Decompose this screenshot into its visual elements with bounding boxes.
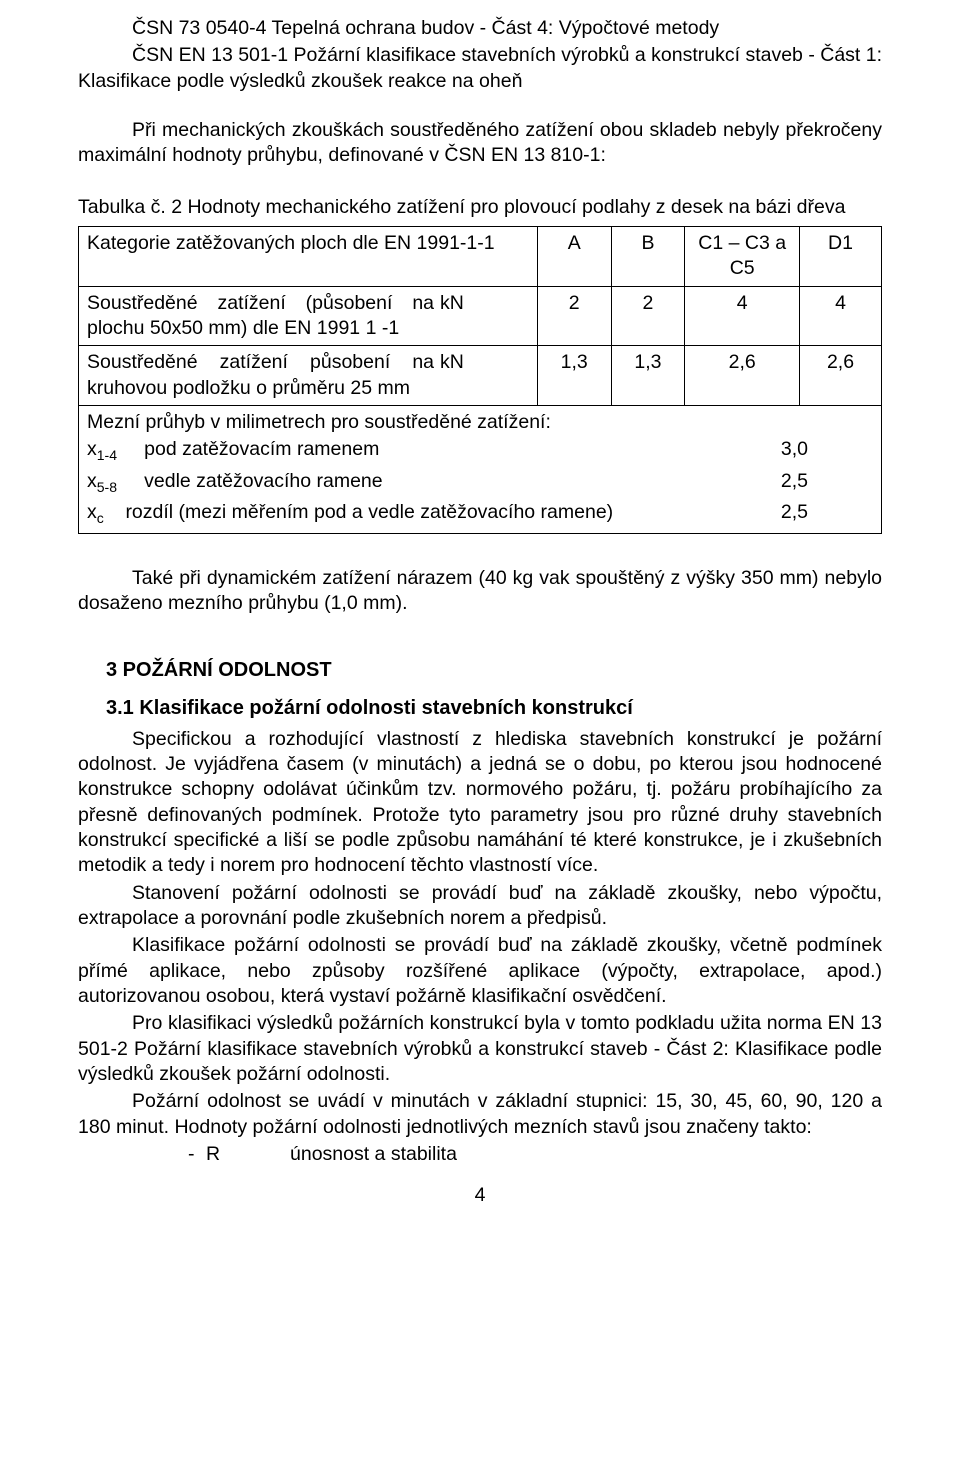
section-3-title: 3 POŽÁRNÍ ODOLNOST: [106, 657, 882, 683]
merged-cell: Mezní průhyb v milimetrech pro soustředě…: [79, 406, 882, 534]
row3-unit: kN: [440, 350, 529, 375]
merged-x58: x5-8 vedle zatěžovacího ramene 2,5: [87, 467, 873, 498]
sec3-p3: Klasifikace požární odolnosti se provádí…: [78, 933, 882, 1009]
x58-sub: 5-8: [97, 479, 117, 495]
table-merged-row: Mezní průhyb v milimetrech pro soustředě…: [79, 406, 882, 534]
row2-b: 2: [611, 286, 685, 346]
merged-x14: x1-4 pod zatěžovacím ramenem 3,0: [87, 435, 873, 466]
sec3-p4: Pro klasifikaci výsledků požárních konst…: [78, 1011, 882, 1087]
row3-label: Soustředěné zatížení působení na kruhovo…: [87, 350, 440, 401]
row3-label-cell: Soustředěné zatížení působení na kruhovo…: [79, 346, 538, 406]
row2-a: 2: [537, 286, 611, 346]
loads-table: Kategorie zatěžovaných ploch dle EN 1991…: [78, 226, 882, 534]
list-text: únosnost a stabilita: [290, 1143, 457, 1165]
xc-value: 2,5: [716, 500, 873, 527]
merged-xc: xc rozdíl (mezi měřením pod a vedle zatě…: [87, 498, 873, 529]
paragraph-after-table: Také při dynamickém zatížení nárazem (40…: [78, 566, 882, 617]
x58-value: 2,5: [716, 469, 873, 496]
table-row: Soustředěné zatížení (působení na plochu…: [79, 286, 882, 346]
table-caption: Tabulka č. 2 Hodnoty mechanického zatíže…: [78, 195, 882, 220]
section-3-1-title: 3.1 Klasifikace požární odolnosti staveb…: [106, 695, 882, 721]
row3-d: 2,6: [800, 346, 882, 406]
sec3-p2: Stanovení požární odolnosti se provádí b…: [78, 881, 882, 932]
row2-label-cell: Soustředěné zatížení (působení na plochu…: [79, 286, 538, 346]
x58-prefix: x: [87, 470, 97, 492]
header-col-c: C1 – C3 a C5: [685, 227, 800, 287]
row2-label: Soustředěné zatížení (působení na plochu…: [87, 291, 440, 342]
sec3-p5: Požární odolnost se uvádí v minutách v z…: [78, 1089, 882, 1140]
xc-label: rozdíl (mezi měřením pod a vedle zatěžov…: [125, 501, 613, 523]
xc-sub: c: [97, 510, 104, 526]
x14-label: pod zatěžovacím ramenem: [144, 438, 379, 460]
row3-c: 2,6: [685, 346, 800, 406]
reference-line-1: ČSN 73 0540-4 Tepelná ochrana budov - Čá…: [78, 16, 882, 41]
row3-b: 1,3: [611, 346, 685, 406]
x14-prefix: x: [87, 438, 97, 460]
row2-c: 4: [685, 286, 800, 346]
x14-sub: 1-4: [97, 447, 117, 463]
paragraph-intro: Při mechanických zkouškách soustředěného…: [78, 118, 882, 169]
reference-line-2: ČSN EN 13 501-1 Požární klasifikace stav…: [78, 43, 882, 94]
header-col-b: B: [611, 227, 685, 287]
header-col-d: D1: [800, 227, 882, 287]
merged-title: Mezní průhyb v milimetrech pro soustředě…: [87, 410, 873, 435]
row3-a: 1,3: [537, 346, 611, 406]
page-number: 4: [78, 1183, 882, 1208]
page: ČSN 73 0540-4 Tepelná ochrana budov - Čá…: [0, 0, 960, 1458]
x58-label: vedle zatěžovacího ramene: [144, 470, 382, 492]
list-code: R: [206, 1142, 290, 1167]
table-header-row: Kategorie zatěžovaných ploch dle EN 1991…: [79, 227, 882, 287]
table-row: Soustředěné zatížení působení na kruhovo…: [79, 346, 882, 406]
sec3-p1: Specifickou a rozhodující vlastností z h…: [78, 727, 882, 879]
list-dash: -: [188, 1142, 206, 1167]
header-label: Kategorie zatěžovaných ploch dle EN 1991…: [79, 227, 538, 287]
list-item-r: -Rúnosnost a stabilita: [78, 1142, 882, 1167]
row2-unit: kN: [440, 291, 529, 316]
row2-d: 4: [800, 286, 882, 346]
header-col-a: A: [537, 227, 611, 287]
x14-value: 3,0: [716, 437, 873, 464]
xc-prefix: x: [87, 501, 97, 523]
